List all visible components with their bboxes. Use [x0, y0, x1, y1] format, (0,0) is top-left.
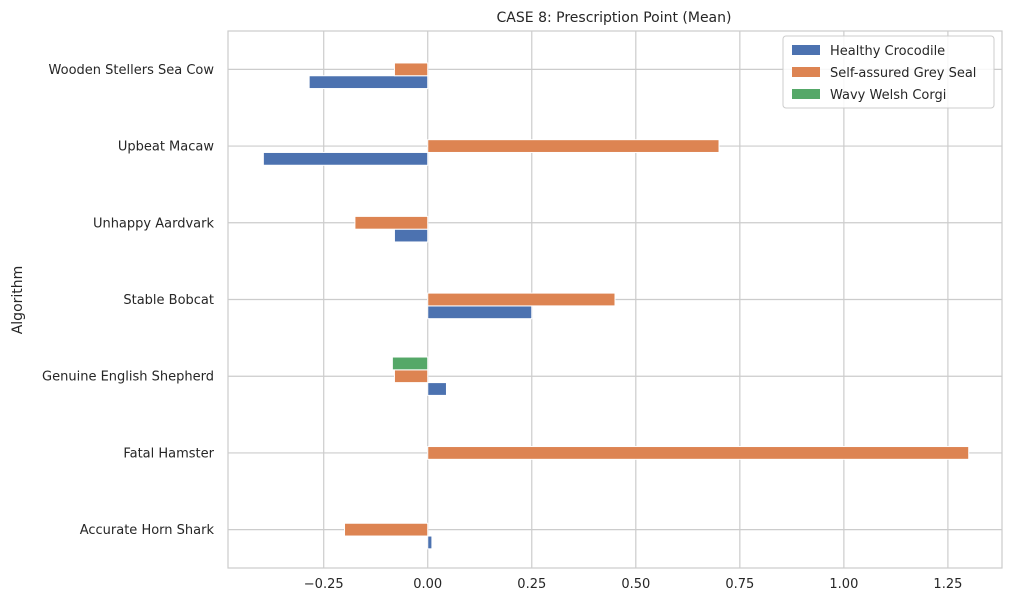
bar	[354, 215, 429, 230]
bar	[427, 139, 720, 153]
legend-swatch	[792, 45, 820, 55]
legend-entry: Self-assured Grey Seal	[830, 66, 976, 81]
y-tick-label: Genuine English Shepherd	[42, 370, 214, 385]
legend-entry: Wavy Welsh Corgi	[830, 88, 946, 103]
bar	[391, 356, 429, 371]
bar	[427, 446, 970, 460]
y-tick-label: Stable Bobcat	[123, 293, 214, 308]
x-tick-label: 0.75	[725, 577, 754, 592]
legend-swatch	[792, 67, 820, 77]
legend: Healthy Crocodile Self-assured Grey Seal W…	[782, 35, 995, 109]
y-tick-label: Accurate Horn Shark	[80, 523, 215, 538]
chart-title: CASE 8: Prescription Point (Mean)	[497, 10, 732, 26]
x-tick-label: 0.50	[621, 577, 650, 592]
bar	[393, 62, 429, 77]
bars	[262, 62, 970, 550]
y-tick-label: Unhappy Aardvark	[93, 216, 215, 231]
legend-swatch	[792, 89, 820, 99]
bar	[427, 305, 533, 320]
y-tick-label: Upbeat Macaw	[118, 140, 215, 155]
bar	[427, 382, 447, 396]
bar	[427, 535, 433, 550]
x-tick-label: 1.25	[933, 577, 962, 592]
legend-box	[782, 35, 995, 109]
x-tick-label: 0.00	[413, 577, 442, 592]
y-tick-label: Fatal Hamster	[123, 446, 214, 461]
x-tick-label: 0.25	[517, 577, 546, 592]
bar	[393, 228, 429, 243]
x-tick-label: −0.25	[304, 577, 344, 592]
plot-frame	[227, 30, 1003, 569]
bar	[344, 522, 429, 537]
y-axis-label: Algorithm	[10, 266, 26, 335]
x-tick-label: 1.00	[829, 577, 858, 592]
bar	[308, 75, 429, 90]
bar	[427, 292, 616, 307]
tick-labels: −0.25 0.00 0.25 0.50 0.75 1.00 1.25 Accurate Ho…	[42, 63, 962, 592]
legend-entry: Healthy Crocodile	[830, 44, 945, 59]
bar	[262, 151, 429, 166]
y-tick-label: Wooden Stellers Sea Cow	[49, 63, 215, 78]
bar	[393, 369, 429, 384]
